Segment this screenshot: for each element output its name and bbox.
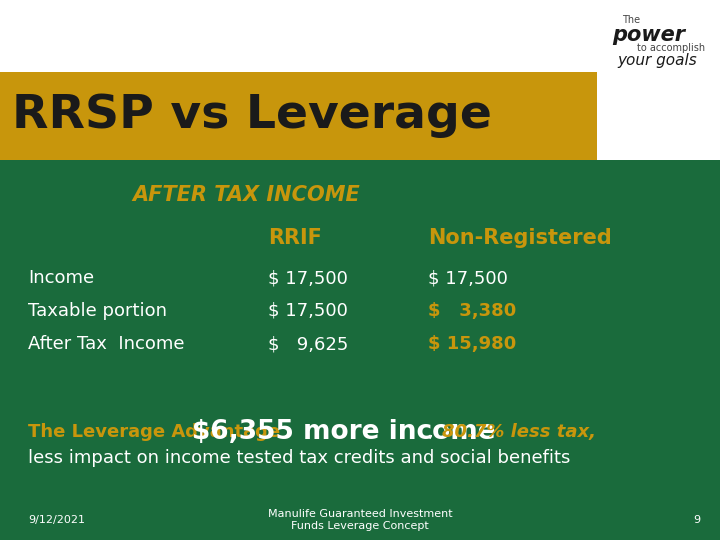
- Text: $   3,380: $ 3,380: [428, 302, 516, 320]
- Text: RRIF: RRIF: [268, 228, 322, 248]
- Text: $ 17,500: $ 17,500: [268, 302, 348, 320]
- Text: $ 15,980: $ 15,980: [428, 335, 516, 353]
- Text: RRSP vs Leverage: RRSP vs Leverage: [12, 93, 492, 138]
- Text: Taxable portion: Taxable portion: [28, 302, 167, 320]
- Text: AFTER TAX INCOME: AFTER TAX INCOME: [132, 185, 360, 205]
- Text: $ 17,500: $ 17,500: [428, 269, 508, 287]
- Text: your goals: your goals: [617, 53, 697, 68]
- Text: $6,355 more income: $6,355 more income: [192, 419, 495, 445]
- Text: Non-Registered: Non-Registered: [428, 228, 612, 248]
- Text: $   9,625: $ 9,625: [268, 335, 348, 353]
- Bar: [597, 0, 720, 160]
- Text: to accomplish: to accomplish: [637, 43, 705, 53]
- Text: Income: Income: [28, 269, 94, 287]
- Bar: [0, 72, 597, 160]
- Text: After Tax  Income: After Tax Income: [28, 335, 184, 353]
- Text: power: power: [612, 25, 685, 45]
- Text: Manulife Guaranteed Investment
Funds Leverage Concept: Manulife Guaranteed Investment Funds Lev…: [268, 509, 452, 531]
- Text: 80.7% less tax,: 80.7% less tax,: [442, 423, 596, 441]
- Text: 9: 9: [693, 515, 700, 525]
- Text: less impact on income tested tax credits and social benefits: less impact on income tested tax credits…: [28, 449, 570, 467]
- Text: 9/12/2021: 9/12/2021: [28, 515, 85, 525]
- Bar: [0, 0, 720, 72]
- Text: The: The: [622, 15, 640, 25]
- Text: The Leverage Advantage: The Leverage Advantage: [28, 423, 287, 441]
- Text: ,: ,: [428, 423, 445, 441]
- Text: $ 17,500: $ 17,500: [268, 269, 348, 287]
